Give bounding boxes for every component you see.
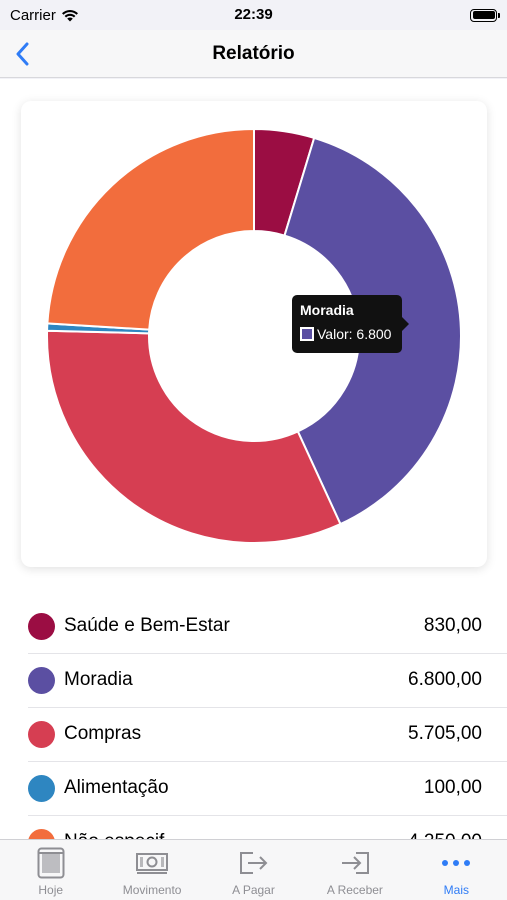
category-name: Moradia [64, 669, 133, 690]
slice-compras[interactable] [46, 329, 342, 544]
slice-nao-especif[interactable] [46, 127, 255, 331]
row-divider [28, 707, 507, 708]
tab-label: Movimento [122, 883, 182, 897]
donut-chart[interactable] [21, 101, 487, 567]
money-icon [135, 847, 169, 879]
chart-tooltip: Moradia Valor: 6.800 [292, 295, 409, 353]
tab-hoje[interactable]: Hoje [0, 840, 101, 900]
category-value: 6.800,00 [408, 669, 482, 690]
page-title: Relatório [212, 42, 295, 64]
tooltip-title: Moradia [300, 302, 354, 318]
arrow-out-icon [237, 847, 271, 879]
list-item[interactable]: Saúde e Bem-Estar 830,00 [0, 599, 507, 654]
category-name: Compras [64, 723, 142, 744]
arrow-in-icon [338, 847, 372, 879]
tab-label: Hoje [38, 883, 64, 897]
calendar-icon [34, 847, 68, 879]
list-item[interactable]: Moradia 6.800,00 [0, 653, 507, 708]
category-color-dot [28, 828, 55, 839]
row-divider [28, 761, 507, 762]
category-name: Alimentação [64, 777, 169, 798]
tab-a-receber[interactable]: A Receber [304, 840, 405, 900]
category-name: Não especif. [64, 831, 408, 839]
tab-bar: Hoje Movimento A Pagar A Receber Mais [0, 839, 507, 900]
category-value: 5.705,00 [408, 723, 482, 744]
battery-icon [470, 8, 500, 22]
category-name: Saúde e Bem-Estar [64, 615, 230, 636]
category-value: 100,00 [423, 777, 482, 798]
carrier-label: Carrier [10, 6, 56, 24]
report-content: Moradia Valor: 6.800 Saúde e Bem-Estar 83… [0, 79, 507, 839]
tab-label: A Receber [326, 883, 383, 897]
list-item[interactable]: Alimentação 100,00 [0, 761, 507, 816]
status-bar: Carrier [0, 0, 507, 30]
tab-label: Mais [443, 883, 469, 897]
category-value: 4.250,00 [408, 831, 482, 839]
row-divider [28, 815, 507, 816]
category-color-dot [28, 774, 55, 802]
row-divider [28, 653, 507, 654]
tooltip-value: Valor: 6.800 [317, 326, 392, 342]
tab-a-pagar[interactable]: A Pagar [203, 840, 304, 900]
list-item[interactable]: Não especif.4.250,00 [0, 815, 507, 839]
list-item[interactable]: Compras 5.705,00 [0, 707, 507, 762]
tab-label: A Pagar [232, 883, 275, 897]
navigation-bar: Relatório [0, 30, 507, 78]
tab-movimento[interactable]: Movimento [101, 840, 202, 900]
tooltip-row: Valor: 6.800 [300, 326, 394, 342]
category-color-dot [28, 720, 55, 748]
back-button[interactable] [10, 38, 34, 70]
category-list: Saúde e Bem-Estar 830,00 Moradia 6.800,00 Co… [0, 599, 507, 839]
category-color-dot [28, 666, 55, 694]
chevron-left-icon [16, 42, 29, 66]
chart-card: Moradia Valor: 6.800 [21, 101, 487, 567]
wifi-icon [61, 9, 78, 22]
more-dots-icon [439, 847, 473, 879]
carrier-group: Carrier [10, 7, 79, 24]
tooltip-swatch [300, 327, 314, 341]
category-color-dot [28, 612, 55, 640]
tab-mais[interactable]: Mais [406, 840, 507, 900]
category-value: 830,00 [423, 615, 482, 636]
